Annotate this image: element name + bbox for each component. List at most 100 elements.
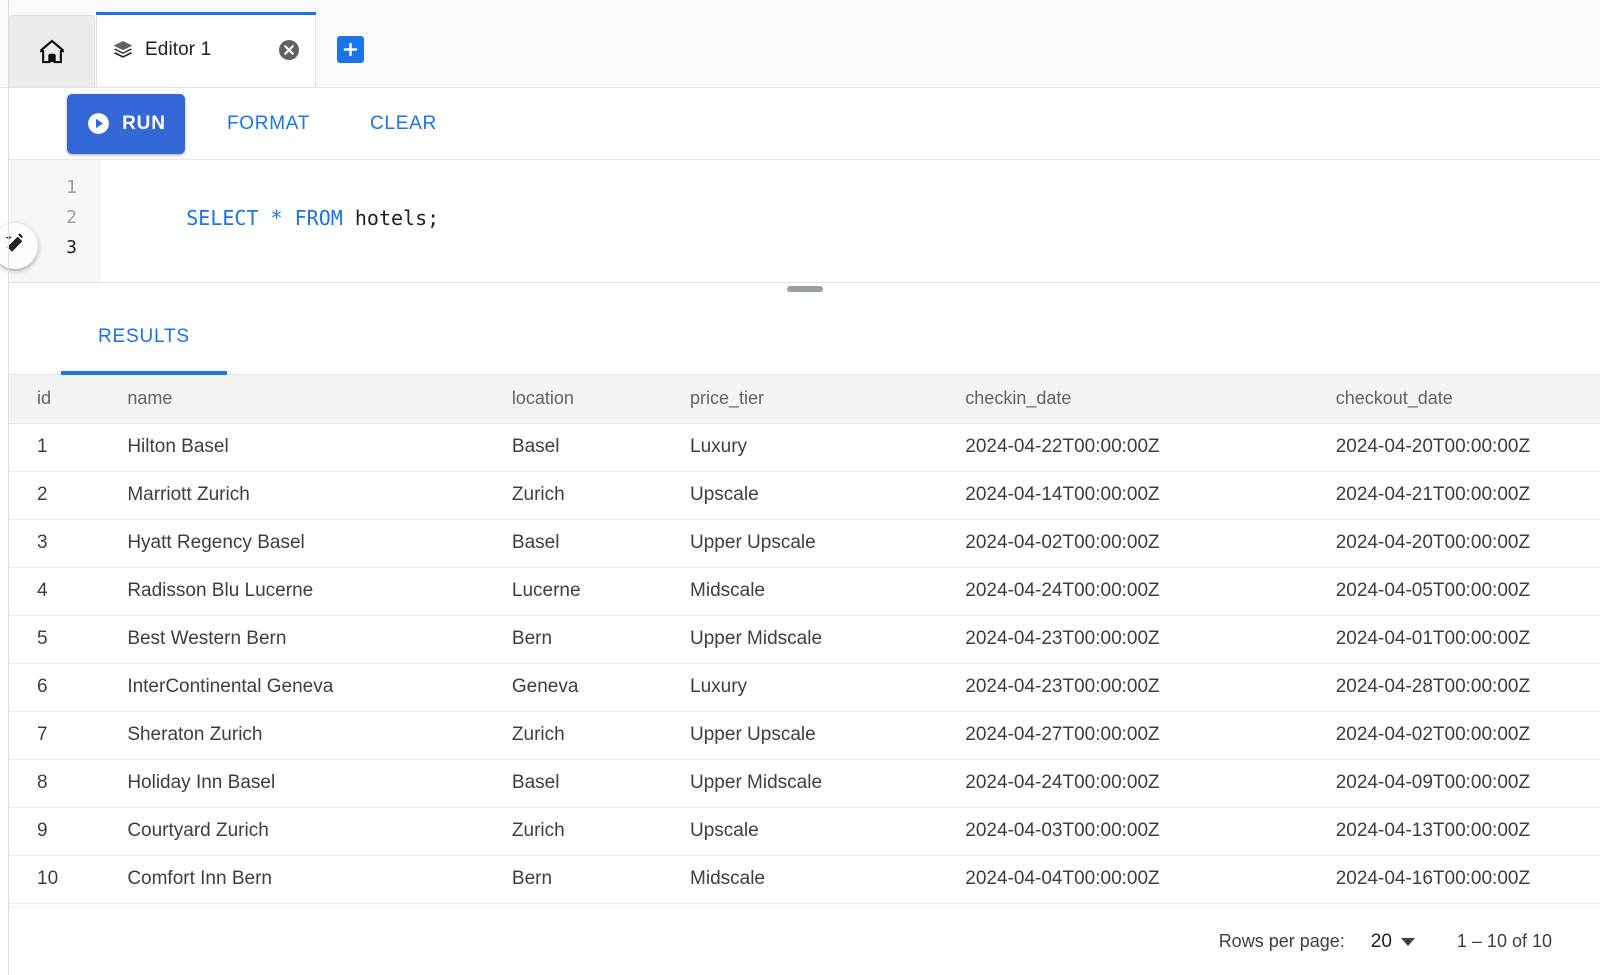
- cell-price-tier: Luxury: [682, 423, 958, 472]
- column-header-checkin-date[interactable]: checkin_date: [957, 375, 1328, 424]
- sql-code-editor[interactable]: 1 2 3 SELECT * FROM hotels;: [0, 160, 1600, 283]
- cell-location: Bern: [503, 615, 683, 664]
- run-button-label: RUN: [122, 112, 166, 134]
- pagination-footer: Rows per page: 20 1 – 10 of 10: [9, 907, 1600, 975]
- cell-price-tier: Upper Upscale: [682, 519, 958, 568]
- cell-id: 2: [9, 471, 120, 520]
- cell-price-tier: Upscale: [682, 807, 958, 856]
- line-number: 1: [66, 177, 77, 198]
- cell-checkin-date: 2024-04-27T00:00:00Z: [957, 711, 1328, 760]
- column-header-location[interactable]: location: [503, 375, 683, 424]
- run-button[interactable]: RUN: [67, 93, 185, 154]
- cell-price-tier: Midscale: [682, 567, 958, 616]
- cell-checkout-date: 2024-04-02T00:00:00Z: [1327, 711, 1600, 760]
- column-header-checkout-date[interactable]: checkout_date: [1327, 375, 1600, 424]
- cell-checkin-date: 2024-04-23T00:00:00Z: [957, 615, 1328, 664]
- plus-icon: [341, 40, 360, 59]
- cell-id: 7: [9, 711, 120, 760]
- tab-strip: Editor 1: [0, 0, 1600, 88]
- table-row[interactable]: 4 Radisson Blu Lucerne Lucerne Midscale 2024…: [9, 567, 1600, 616]
- cell-location: Zurich: [503, 807, 683, 856]
- cell-checkout-date: 2024-04-01T00:00:00Z: [1327, 615, 1600, 664]
- drag-handle[interactable]: [786, 286, 823, 292]
- table-row[interactable]: 1 Hilton Basel Basel Luxury 2024-04-22T00:00…: [9, 423, 1600, 472]
- add-tab-button[interactable]: [337, 36, 364, 63]
- close-icon[interactable]: [277, 38, 301, 62]
- cell-name: Courtyard Zurich: [119, 807, 504, 856]
- table-row[interactable]: 10 Comfort Inn Bern Bern Midscale 2024-04-04…: [9, 855, 1600, 904]
- rows-per-page-select[interactable]: 20: [1371, 931, 1415, 953]
- table-row[interactable]: 2 Marriott Zurich Zurich Upscale 2024-04-14T…: [9, 471, 1600, 520]
- table-body: 1 Hilton Basel Basel Luxury 2024-04-22T00:00…: [9, 423, 1600, 904]
- cell-checkout-date: 2024-04-13T00:00:00Z: [1327, 807, 1600, 856]
- cell-location: Geneva: [503, 663, 683, 712]
- header-row: id name location price_tier checkin_date…: [9, 375, 1600, 424]
- cell-location: Basel: [503, 519, 683, 568]
- table-row[interactable]: 7 Sheraton Zurich Zurich Upper Upscale 2024-…: [9, 711, 1600, 760]
- cell-name: Comfort Inn Bern: [119, 855, 504, 904]
- table-header: id name location price_tier checkin_date…: [9, 375, 1600, 424]
- results-table-container: id name location price_tier checkin_date…: [9, 375, 1600, 907]
- cell-checkout-date: 2024-04-20T00:00:00Z: [1327, 519, 1600, 568]
- cell-price-tier: Upper Midscale: [682, 759, 958, 808]
- column-header-id[interactable]: id: [9, 375, 120, 424]
- clear-button[interactable]: CLEAR: [352, 103, 455, 145]
- layers-icon: [111, 38, 135, 62]
- sql-star: *: [270, 206, 283, 230]
- cell-name: Hilton Basel: [119, 423, 504, 472]
- cell-id: 9: [9, 807, 120, 856]
- cell-price-tier: Upper Midscale: [682, 615, 958, 664]
- rows-per-page-label: Rows per page:: [1218, 931, 1345, 951]
- cell-location: Zurich: [503, 471, 683, 520]
- table-row[interactable]: 9 Courtyard Zurich Zurich Upscale 2024-04-03…: [9, 807, 1600, 856]
- magic-wand-button[interactable]: [0, 223, 38, 269]
- cell-id: 10: [9, 855, 120, 904]
- cell-checkout-date: 2024-04-09T00:00:00Z: [1327, 759, 1600, 808]
- cell-checkin-date: 2024-04-24T00:00:00Z: [957, 759, 1328, 808]
- cell-checkin-date: 2024-04-14T00:00:00Z: [957, 471, 1328, 520]
- sql-keyword-from: FROM: [294, 206, 343, 230]
- cell-name: Marriott Zurich: [119, 471, 504, 520]
- cell-id: 1: [9, 423, 120, 472]
- code-text-area[interactable]: SELECT * FROM hotels;: [100, 160, 1600, 282]
- tab-results[interactable]: RESULTS: [61, 299, 227, 375]
- editor-toolbar: RUN FORMAT CLEAR: [9, 88, 1600, 160]
- cell-name: Holiday Inn Basel: [119, 759, 504, 808]
- line-number: 3: [66, 237, 77, 258]
- pagination-range-label: 1 – 10 of 10: [1456, 931, 1552, 951]
- table-row[interactable]: 6 InterContinental Geneva Geneva Luxury 2024…: [9, 663, 1600, 712]
- cell-checkin-date: 2024-04-03T00:00:00Z: [957, 807, 1328, 856]
- cell-location: Basel: [503, 759, 683, 808]
- pane-splitter[interactable]: [9, 283, 1600, 299]
- cell-location: Basel: [503, 423, 683, 472]
- cell-location: Zurich: [503, 711, 683, 760]
- column-header-price-tier[interactable]: price_tier: [682, 375, 958, 424]
- column-header-name[interactable]: name: [119, 375, 504, 424]
- cell-checkin-date: 2024-04-02T00:00:00Z: [957, 519, 1328, 568]
- cell-name: Radisson Blu Lucerne: [119, 567, 504, 616]
- cell-name: InterContinental Geneva: [119, 663, 504, 712]
- sql-keyword-select: SELECT: [186, 206, 259, 230]
- cell-id: 5: [9, 615, 120, 664]
- results-tab-bar: RESULTS: [9, 299, 1600, 375]
- table-row[interactable]: 3 Hyatt Regency Basel Basel Upper Upscale 20…: [9, 519, 1600, 568]
- rows-per-page-value: 20: [1370, 930, 1392, 952]
- table-row[interactable]: 8 Holiday Inn Basel Basel Upper Midscale 202…: [9, 759, 1600, 808]
- magic-wand-icon: [2, 231, 28, 262]
- cell-price-tier: Upper Upscale: [682, 711, 958, 760]
- cell-name: Sheraton Zurich: [119, 711, 504, 760]
- cell-location: Bern: [503, 855, 683, 904]
- format-button[interactable]: FORMAT: [209, 103, 328, 145]
- cell-id: 8: [9, 759, 120, 808]
- cell-checkin-date: 2024-04-22T00:00:00Z: [957, 423, 1328, 472]
- sql-table-name: hotels;: [354, 206, 440, 230]
- tab-editor-label: Editor 1: [145, 39, 212, 60]
- results-table: id name location price_tier checkin_date…: [9, 375, 1600, 904]
- table-row[interactable]: 5 Best Western Bern Bern Upper Midscale 2024…: [9, 615, 1600, 664]
- cell-id: 4: [9, 567, 120, 616]
- tab-home[interactable]: [9, 15, 95, 87]
- cell-price-tier: Upscale: [682, 471, 958, 520]
- cell-id: 6: [9, 663, 120, 712]
- tab-editor-1[interactable]: Editor 1: [96, 12, 316, 87]
